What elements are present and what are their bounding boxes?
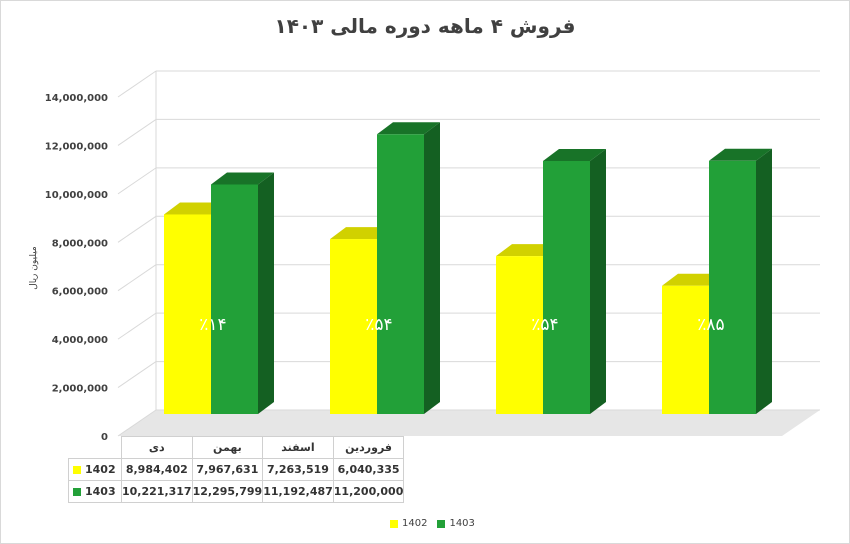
- bar: [709, 160, 756, 414]
- table-corner: [68, 436, 122, 459]
- category-label: بهمن: [191, 436, 264, 459]
- legend-label: 1403: [449, 518, 475, 529]
- growth-label: ٪۱۴: [199, 315, 226, 335]
- bar-side: [756, 148, 772, 415]
- bar: [496, 256, 543, 414]
- legend-item: 1403: [437, 518, 475, 529]
- series-name: 1402: [85, 463, 116, 476]
- series-name: 1403: [85, 485, 116, 498]
- series-swatch: [73, 466, 81, 474]
- chart-title: فروش ۴ ماهه دوره مالی ۱۴۰۳: [274, 14, 576, 38]
- chart-floor: [118, 410, 820, 436]
- legend-item: 1402: [390, 518, 427, 529]
- table-cell: 7,967,631: [191, 458, 264, 481]
- table-cell: 10,221,317: [121, 480, 193, 503]
- category-label: اسفند: [262, 436, 334, 459]
- y-axis-ticks: 02,000,0004,000,0006,000,0008,000,00010,…: [45, 93, 108, 443]
- bar-top: [543, 148, 606, 161]
- category-label: دی: [121, 436, 193, 459]
- gridline-side: [117, 167, 157, 195]
- legend: 1402 1403: [390, 518, 475, 529]
- table-cell: 7,263,519: [262, 458, 334, 481]
- category-label: فروردین: [332, 436, 405, 459]
- table-row: 1403 10,221,317 12,295,799 11,192,487 11…: [68, 480, 405, 503]
- bar-top: [377, 122, 440, 135]
- bar-top: [211, 172, 274, 185]
- gridline-side: [117, 70, 157, 98]
- bar-top: [709, 148, 772, 161]
- y-tick-label: 2,000,000: [52, 384, 108, 395]
- legend-label: 1402: [402, 518, 428, 529]
- y-axis-label: میلیون ریال: [29, 246, 39, 290]
- gridline-side: [117, 119, 157, 146]
- gridline-side: [117, 312, 157, 340]
- bar: [164, 214, 211, 414]
- growth-label: ٪۵۴: [531, 315, 558, 335]
- bar: [330, 239, 377, 414]
- growth-labels: ٪۱۴ ٪۵۴ ٪۵۴ ٪۸۵: [199, 315, 724, 335]
- bars: [164, 122, 772, 415]
- data-table: دی بهمن اسفند فروردین 1402 8,984,402 7,9…: [68, 436, 405, 503]
- series-row-label: 1402: [68, 458, 122, 481]
- gridline-side: [117, 409, 157, 437]
- bar: [662, 285, 709, 414]
- bar: [543, 160, 590, 414]
- table-cell: 6,040,335: [332, 458, 405, 481]
- bar-side: [258, 172, 274, 414]
- y-tick-label: 10,000,000: [45, 190, 108, 201]
- table-cell: 11,200,000: [332, 480, 405, 503]
- bar: [211, 184, 258, 414]
- growth-label: ٪۸۵: [697, 315, 724, 335]
- legend-swatch: [390, 519, 398, 528]
- y-tick-label: 4,000,000: [52, 335, 108, 346]
- legend-swatch: [437, 519, 446, 528]
- bar-side: [424, 122, 440, 415]
- table-header-row: دی بهمن اسفند فروردین: [68, 436, 405, 459]
- y-tick-label: 12,000,000: [45, 141, 108, 152]
- table-cell: 11,192,487: [262, 480, 334, 503]
- y-tick-label: 14,000,000: [45, 93, 108, 104]
- gridline-side: [117, 215, 157, 243]
- y-tick-label: 6,000,000: [52, 287, 108, 298]
- gridline-side: [117, 264, 157, 292]
- growth-label: ٪۵۴: [365, 315, 392, 335]
- series-swatch: [73, 488, 81, 496]
- series-row-label: 1403: [68, 480, 122, 503]
- bar: [377, 134, 424, 415]
- table-row: 1402 8,984,402 7,967,631 7,263,519 6,040…: [68, 458, 405, 481]
- y-tick-label: 8,000,000: [52, 238, 108, 249]
- bar-side: [590, 148, 606, 414]
- table-cell: 8,984,402: [121, 458, 193, 481]
- table-cell: 12,295,799: [191, 480, 264, 503]
- gridline-side: [117, 361, 157, 388]
